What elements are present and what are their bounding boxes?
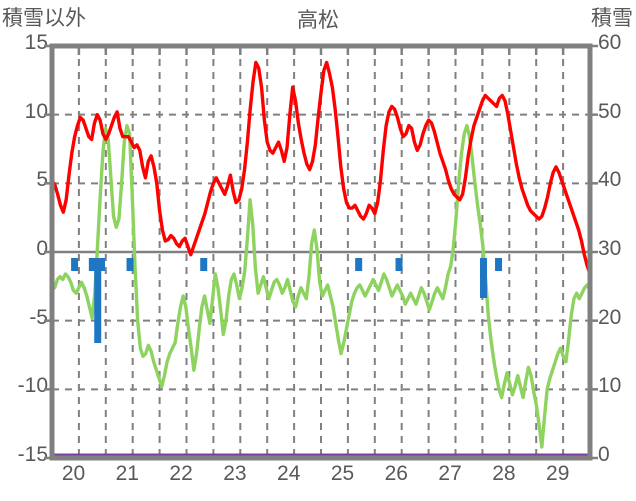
left-axis-tick: 0 [36,237,48,260]
right-axis-title: 積雪 [591,7,633,30]
right-axis-tick: 0 [598,443,610,466]
x-axis-tick: 26 [384,462,408,485]
left-axis-tick: -15 [17,443,48,466]
grid-layer [52,46,590,458]
x-axis-tick: 29 [546,462,570,485]
x-axis-tick: 23 [223,462,247,485]
x-axis-tick: 24 [277,462,301,485]
left-axis-tick: 15 [24,31,48,54]
axis-frame [44,43,598,461]
left-axis-title: 積雪以外 [2,7,86,30]
x-axis-tick: 28 [492,462,516,485]
right-axis-tick: 20 [598,305,622,329]
left-axis-tick: -10 [17,374,48,398]
x-axis-tick: 20 [61,462,86,485]
right-axis-tick: 50 [598,99,622,123]
x-axis-tick: 22 [169,462,193,485]
right-axis-tick: 30 [598,237,622,260]
left-axis-tick: 10 [24,99,48,123]
right-axis-tick: 40 [598,168,622,192]
right-axis-tick: 10 [598,374,622,398]
x-axis-tick: 25 [330,462,355,485]
x-axis-tick: 21 [115,462,139,485]
left-axis-tick: -5 [29,305,48,329]
x-axis-tick: 27 [438,462,462,485]
right-axis-tick: 60 [598,31,622,54]
page-title: 高松 [297,9,339,32]
left-axis-tick: 5 [36,168,48,192]
